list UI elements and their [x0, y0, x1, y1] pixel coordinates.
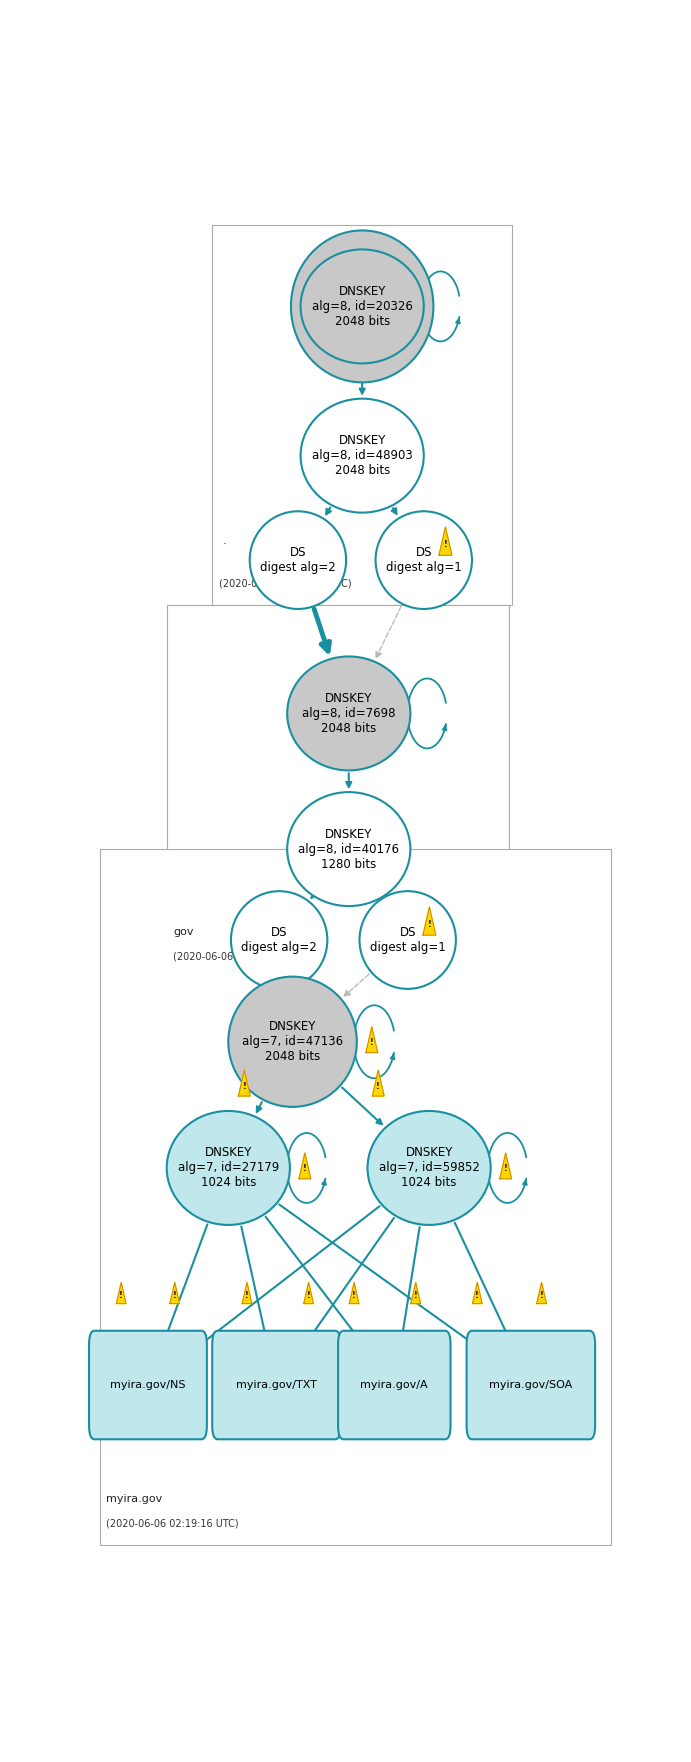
Text: DNSKEY
alg=8, id=20326
2048 bits: DNSKEY alg=8, id=20326 2048 bits — [312, 285, 413, 328]
Text: !: ! — [173, 1292, 177, 1300]
Text: !: ! — [504, 1165, 508, 1173]
FancyBboxPatch shape — [212, 1330, 341, 1440]
Polygon shape — [411, 1283, 421, 1304]
Text: DNSKEY
alg=7, id=59852
1024 bits: DNSKEY alg=7, id=59852 1024 bits — [379, 1147, 480, 1189]
Text: .: . — [223, 534, 227, 546]
Polygon shape — [473, 1283, 482, 1304]
Text: DNSKEY
alg=8, id=40176
1280 bits: DNSKEY alg=8, id=40176 1280 bits — [299, 828, 399, 870]
Polygon shape — [537, 1283, 547, 1304]
Polygon shape — [366, 1027, 378, 1052]
Text: myira.gov/NS: myira.gov/NS — [110, 1380, 186, 1390]
Text: !: ! — [120, 1292, 123, 1300]
Text: DNSKEY
alg=7, id=47136
2048 bits: DNSKEY alg=7, id=47136 2048 bits — [242, 1020, 343, 1062]
Text: !: ! — [370, 1038, 374, 1047]
Ellipse shape — [301, 398, 424, 513]
Polygon shape — [243, 1283, 252, 1304]
Text: !: ! — [243, 1082, 246, 1091]
FancyBboxPatch shape — [338, 1330, 451, 1440]
Text: DS
digest alg=2: DS digest alg=2 — [241, 927, 317, 953]
Text: !: ! — [245, 1292, 249, 1300]
Polygon shape — [299, 1152, 311, 1179]
Ellipse shape — [249, 511, 346, 610]
Ellipse shape — [287, 657, 410, 770]
Ellipse shape — [228, 976, 357, 1107]
FancyBboxPatch shape — [466, 1330, 595, 1440]
Text: DS
digest alg=1: DS digest alg=1 — [386, 546, 462, 574]
Text: myira.gov/SOA: myira.gov/SOA — [489, 1380, 572, 1390]
Ellipse shape — [291, 231, 433, 382]
FancyBboxPatch shape — [212, 226, 512, 604]
Polygon shape — [439, 527, 452, 555]
Ellipse shape — [287, 793, 410, 906]
Text: !: ! — [377, 1082, 380, 1091]
FancyBboxPatch shape — [100, 849, 611, 1545]
Text: DNSKEY
alg=8, id=7698
2048 bits: DNSKEY alg=8, id=7698 2048 bits — [302, 692, 395, 735]
Text: !: ! — [303, 1165, 307, 1173]
Text: myira.gov: myira.gov — [106, 1494, 162, 1505]
Text: !: ! — [540, 1292, 544, 1300]
Polygon shape — [170, 1283, 180, 1304]
Ellipse shape — [301, 250, 424, 363]
Text: !: ! — [414, 1292, 417, 1300]
Polygon shape — [500, 1152, 511, 1179]
Ellipse shape — [376, 511, 472, 610]
Polygon shape — [116, 1283, 126, 1304]
Text: DNSKEY
alg=8, id=48903
2048 bits: DNSKEY alg=8, id=48903 2048 bits — [312, 433, 413, 478]
Ellipse shape — [359, 892, 456, 988]
Text: (2020-06-06 00:56:11 UTC): (2020-06-06 00:56:11 UTC) — [218, 578, 351, 589]
Polygon shape — [304, 1283, 314, 1304]
Ellipse shape — [231, 892, 328, 988]
Polygon shape — [350, 1283, 359, 1304]
Ellipse shape — [368, 1112, 491, 1225]
FancyBboxPatch shape — [167, 604, 509, 978]
Text: DNSKEY
alg=7, id=27179
1024 bits: DNSKEY alg=7, id=27179 1024 bits — [178, 1147, 279, 1189]
Text: myira.gov/TXT: myira.gov/TXT — [236, 1380, 317, 1390]
Polygon shape — [423, 907, 436, 936]
Text: !: ! — [475, 1292, 480, 1300]
Polygon shape — [238, 1070, 250, 1096]
Ellipse shape — [167, 1112, 290, 1225]
Polygon shape — [372, 1070, 384, 1096]
Text: DS
digest alg=2: DS digest alg=2 — [260, 546, 336, 574]
Text: (2020-06-06 02:17:56 UTC): (2020-06-06 02:17:56 UTC) — [173, 951, 306, 962]
Text: !: ! — [444, 539, 447, 550]
Text: !: ! — [428, 920, 431, 929]
Text: !: ! — [352, 1292, 356, 1300]
Text: DS
digest alg=1: DS digest alg=1 — [370, 927, 446, 953]
Text: myira.gov/A: myira.gov/A — [361, 1380, 428, 1390]
Text: !: ! — [307, 1292, 310, 1300]
FancyBboxPatch shape — [89, 1330, 207, 1440]
Text: gov: gov — [173, 927, 193, 937]
Text: (2020-06-06 02:19:16 UTC): (2020-06-06 02:19:16 UTC) — [106, 1519, 239, 1529]
